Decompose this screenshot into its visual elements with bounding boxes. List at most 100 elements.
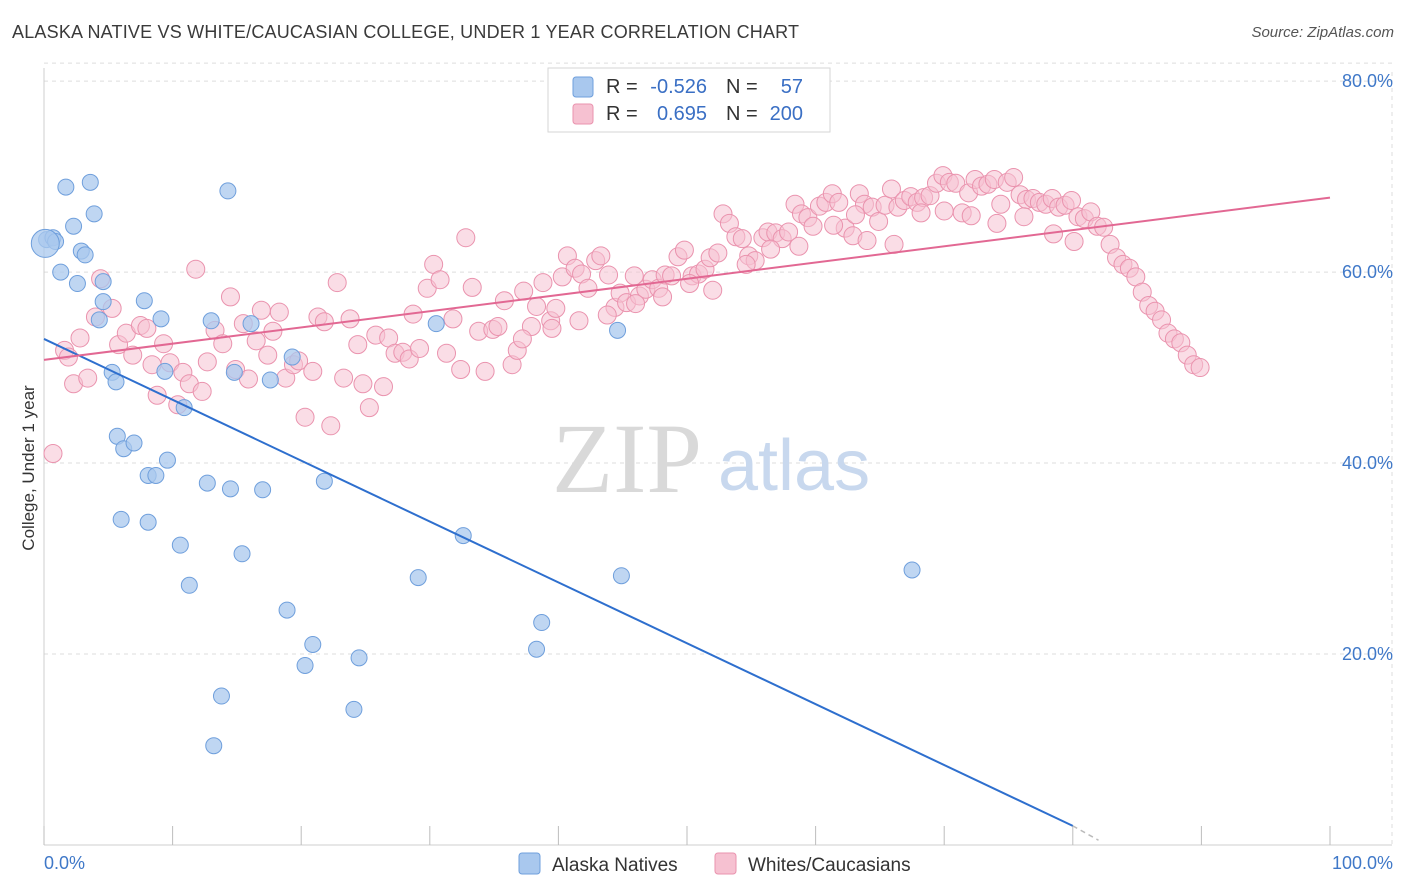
alaska-natives-point: [94, 293, 112, 311]
bottom-legend-label-alaska: Alaska Natives: [552, 855, 678, 876]
whites-caucasians-point: [314, 312, 334, 332]
whites-caucasians-point: [803, 216, 823, 236]
whites-caucasians-point: [911, 203, 931, 223]
bottom-legend-swatch-alaska: [518, 852, 541, 875]
whites-caucasians-point: [591, 246, 611, 266]
alaska-natives-trend-extension: [1072, 825, 1099, 841]
alaska-natives-points: [30, 173, 921, 755]
whites-caucasians-point: [197, 352, 217, 372]
whites-caucasians-point: [43, 444, 63, 463]
whites-caucasians-point: [987, 213, 1007, 233]
watermark-atlas: atlas: [718, 426, 870, 506]
alaska-natives-point: [125, 434, 143, 452]
whites-caucasians-point: [869, 211, 889, 231]
whites-caucasians-point: [123, 345, 143, 365]
whites-caucasians-point: [488, 317, 508, 337]
whites-caucasians-point: [327, 273, 347, 293]
y-axis-title: College, Under 1 year: [19, 385, 38, 551]
whites-caucasians-point: [736, 254, 756, 274]
alaska-natives-point: [90, 311, 108, 329]
alaska-natives-point: [261, 371, 279, 389]
alaska-natives-point: [65, 217, 83, 235]
whites-caucasians-point: [884, 234, 904, 254]
alaska-natives-point: [221, 480, 239, 498]
whites-caucasians-point: [246, 331, 266, 351]
alaska-natives-point: [205, 737, 223, 755]
whites-caucasians-point: [137, 318, 157, 338]
y-tick-label: 40.0%: [1342, 453, 1393, 473]
whites-caucasians-point: [779, 222, 799, 242]
alaska-natives-point: [202, 312, 220, 330]
alaska-natives-point: [225, 363, 243, 381]
whites-caucasians-point: [578, 278, 598, 298]
legend-n-label-2: N =: [726, 103, 758, 125]
series-legend: Alaska Natives Whites/Caucasians: [518, 852, 911, 876]
whites-caucasians-point: [653, 287, 673, 307]
alaska-natives-point: [212, 687, 230, 705]
alaska-natives-point: [76, 246, 94, 264]
y-tick-label: 80.0%: [1342, 71, 1393, 91]
alaska-natives-point: [180, 576, 198, 594]
trend-lines: [43, 196, 1331, 841]
chart-source: Source: ZipAtlas.com: [1251, 24, 1394, 41]
alaska-natives-point: [903, 561, 921, 579]
legend-swatch-whites: [572, 103, 594, 125]
alaska-natives-point: [345, 700, 363, 718]
whites-caucasians-point: [961, 206, 981, 226]
grid-lines: [44, 62, 1393, 845]
whites-caucasians-point: [78, 368, 98, 388]
alaska-natives-point: [171, 536, 189, 554]
whites-caucasians-point: [761, 239, 781, 259]
whites-caucasians-point: [514, 281, 534, 301]
whites-caucasians-point: [186, 259, 206, 279]
alaska-natives-point: [198, 474, 216, 492]
alaska-natives-point: [609, 321, 627, 339]
whites-caucasians-point: [340, 309, 360, 329]
whites-caucasians-point: [542, 318, 562, 338]
alaska-natives-point: [85, 205, 103, 223]
whites-caucasians-point: [546, 298, 566, 318]
tick-labels: 20.0% 40.0% 60.0% 80.0% 0.0% 100.0%: [44, 71, 1393, 873]
alaska-natives-point: [254, 481, 272, 499]
legend-n-value-1: 57: [781, 76, 803, 98]
alaska-natives-point: [219, 182, 237, 200]
legend-n-value-2: 200: [770, 103, 803, 125]
whites-caucasians-point: [353, 374, 373, 394]
bottom-legend-label-whites: Whites/Caucasians: [748, 855, 911, 876]
watermark-zip: ZIP: [552, 403, 702, 514]
alaska-natives-point: [135, 292, 153, 310]
alaska-natives-point: [52, 263, 70, 281]
y-tick-label: 20.0%: [1342, 644, 1393, 664]
whites-caucasians-point: [533, 273, 553, 293]
alaska-natives-point: [612, 567, 630, 585]
legend-r-label-1: R =: [606, 76, 638, 98]
whites-caucasians-point: [1014, 207, 1034, 227]
legend-swatch-alaska: [572, 76, 594, 98]
alaska-natives-point: [315, 472, 333, 490]
correlation-legend: R = -0.526 N = 57 R = 0.695 N = 200: [547, 67, 831, 133]
legend-r-value-1: -0.526: [650, 76, 707, 98]
whites-caucasians-point: [1190, 358, 1210, 378]
alaska-natives-point: [278, 601, 296, 619]
alaska-natives-point: [158, 451, 176, 469]
alaska-natives-point: [304, 635, 322, 653]
alaska-natives-point: [147, 466, 165, 484]
whites-caucasians-point: [674, 240, 694, 260]
legend-r-label-2: R =: [606, 103, 638, 125]
alaska-natives-point: [57, 178, 75, 196]
alaska-natives-point: [81, 173, 99, 191]
whites-caucasians-point: [348, 335, 368, 355]
alaska-natives-point: [242, 315, 260, 333]
whites-caucasians-point: [475, 361, 495, 381]
alaska-natives-point: [233, 545, 251, 563]
whites-caucasians-point: [599, 265, 619, 285]
whites-caucasians-point: [303, 361, 323, 381]
alaska-natives-trend-line: [43, 338, 1074, 827]
whites-caucasians-point: [597, 305, 617, 325]
whites-caucasians-point: [824, 215, 844, 235]
whites-caucasians-point: [857, 231, 877, 251]
whites-caucasians-point: [359, 398, 379, 418]
watermark: ZIP atlas: [552, 403, 870, 514]
whites-caucasians-point: [430, 270, 450, 290]
whites-caucasians-point: [512, 329, 532, 349]
